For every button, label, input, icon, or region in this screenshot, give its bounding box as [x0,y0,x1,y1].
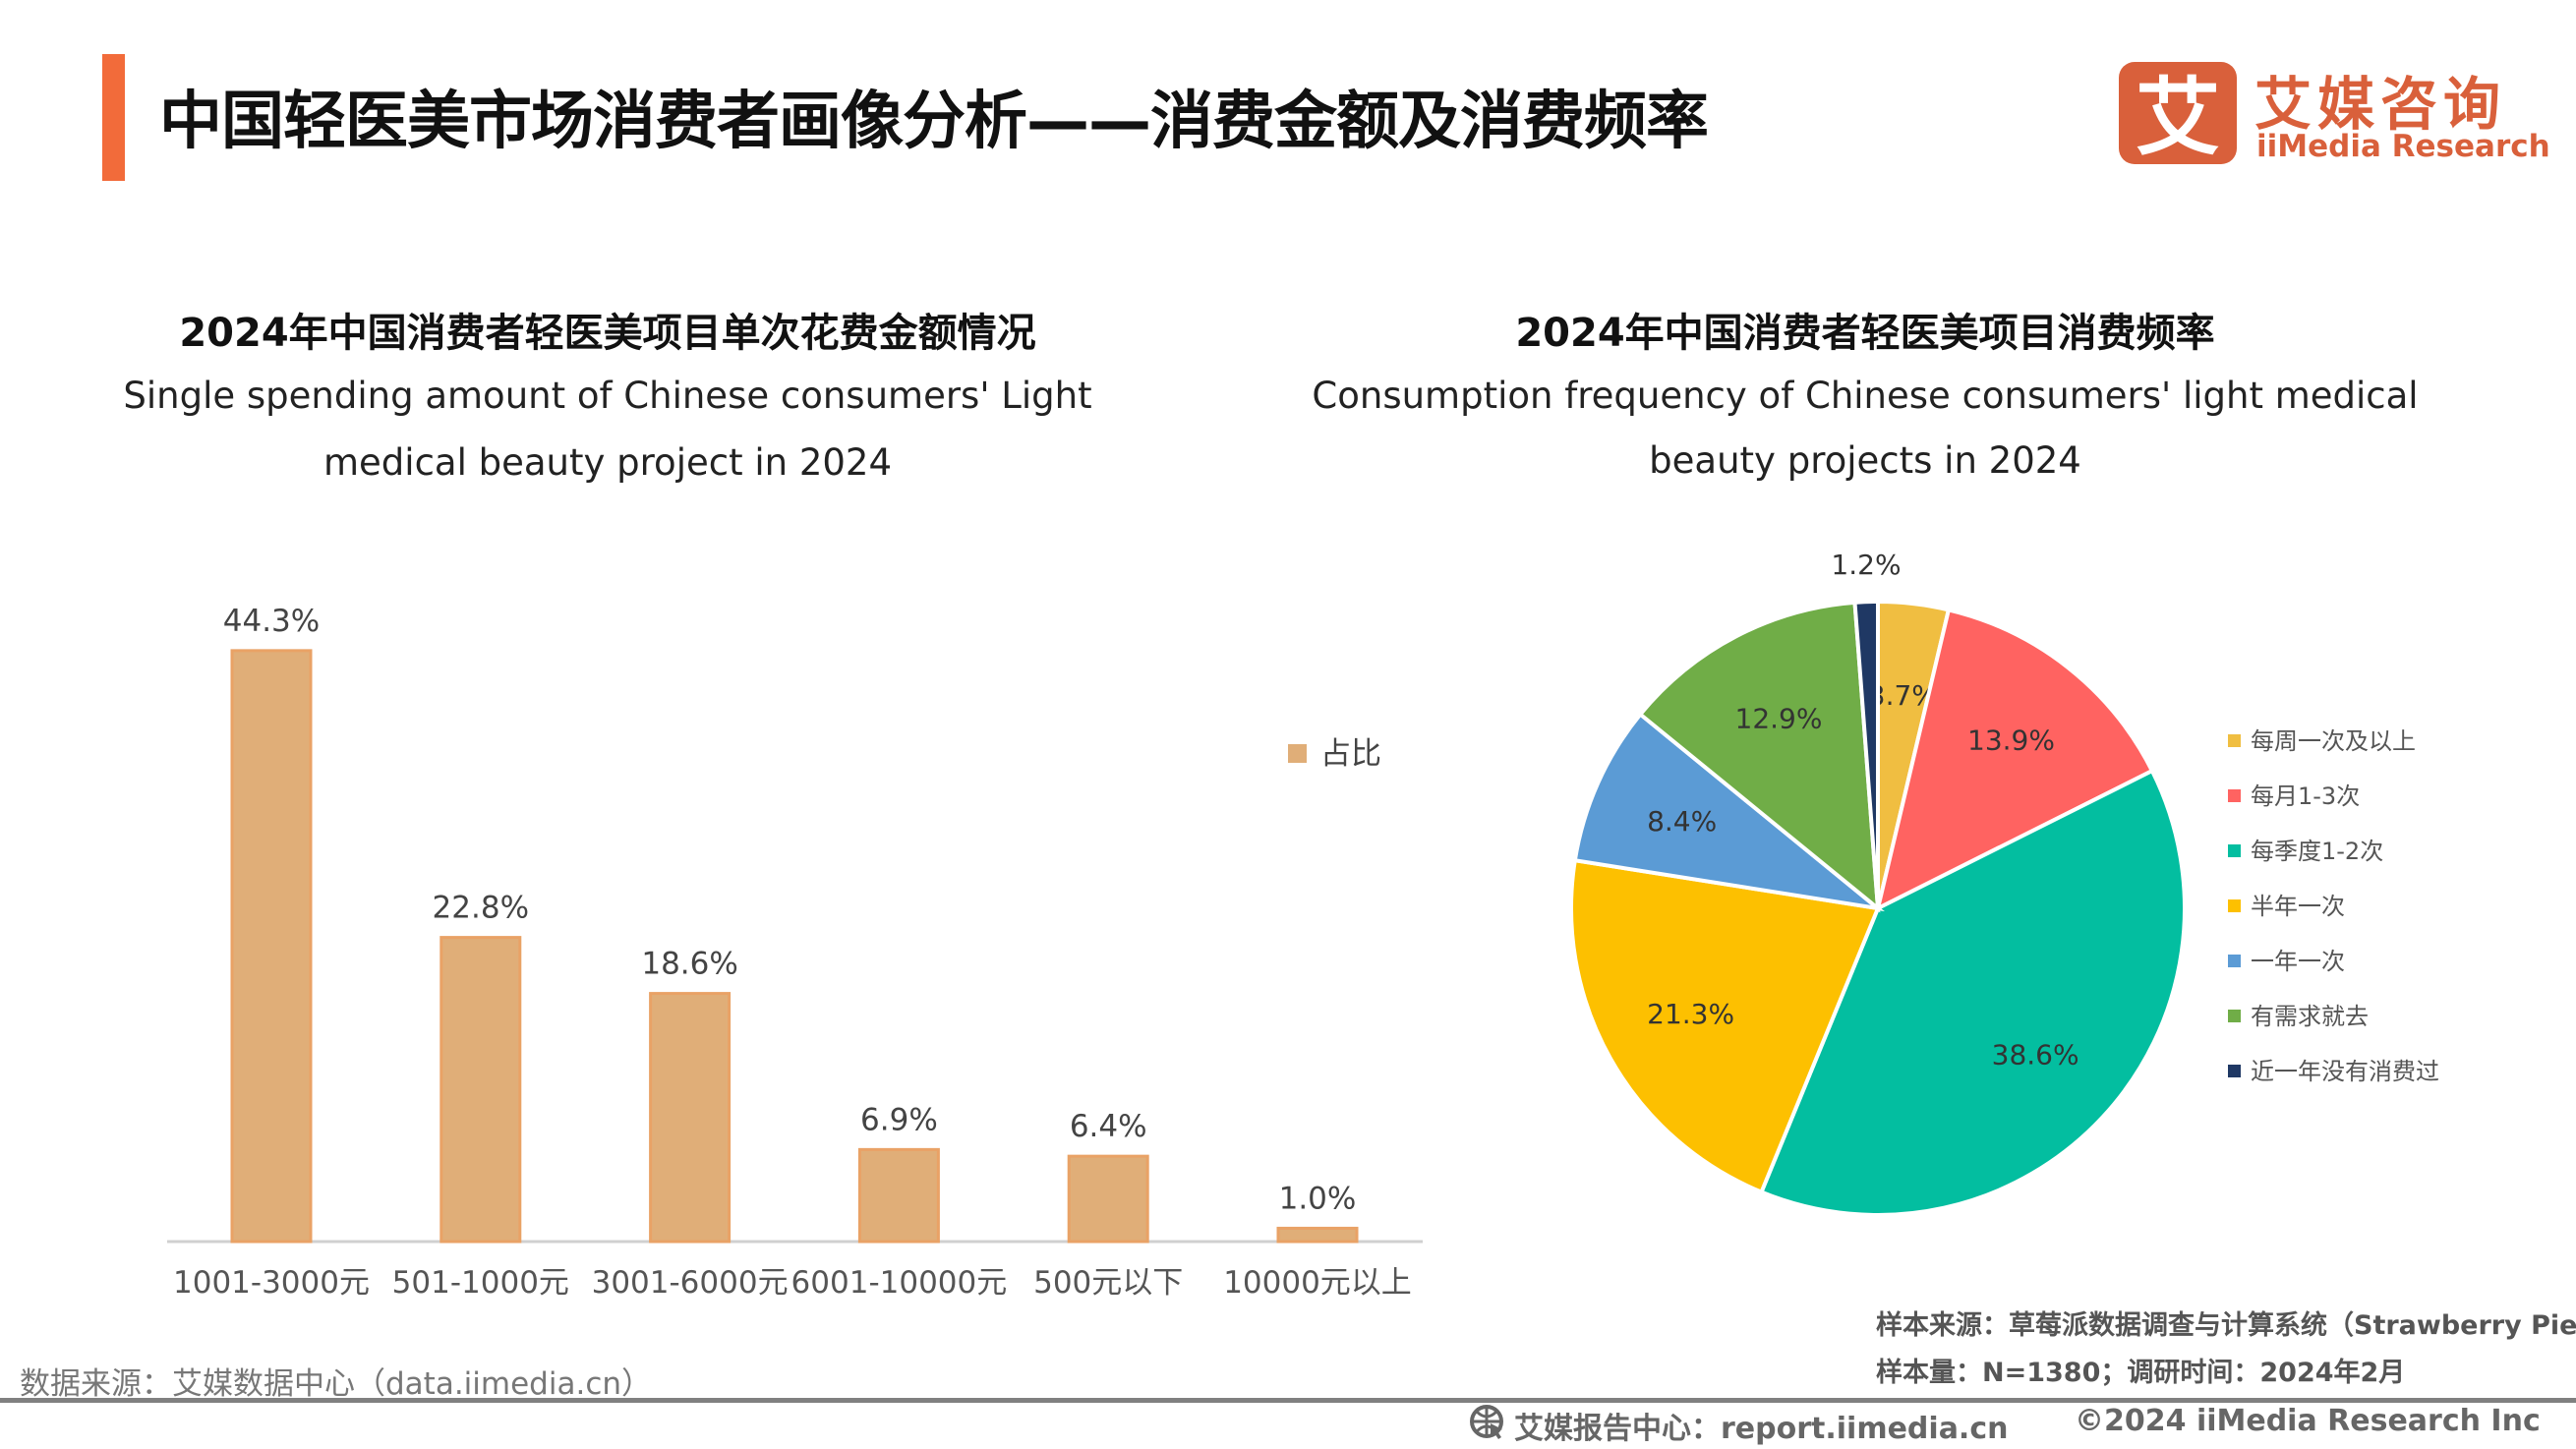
bar-2 [649,992,732,1244]
legend-label-2: 每季度1-2次 [2251,838,2383,865]
iimedia-logo: 艾 艾媒咨询 iiMedia Research [2119,62,2550,166]
bar-value-label-2: 18.6% [641,947,737,982]
pie-slice-2 [1758,768,2187,1217]
logo-cn-text: 艾媒咨询 [2254,71,2507,138]
bar-value-label-4: 6.4% [1070,1109,1147,1144]
bar-value-label-1: 22.8% [433,891,529,926]
pie-value-label-3: 21.3% [1647,998,1734,1030]
bar-chart-subtitle-line1: Single spending amount of Chinese consum… [123,375,1092,417]
x-tick-label-0: 1001-3000元 [173,1265,370,1301]
legend-swatch-0 [2228,734,2241,747]
legend-swatch-3 [2228,899,2241,912]
pie-value-label-6: 1.2% [1831,549,1901,581]
bar-0 [230,649,313,1244]
pie-value-label-1: 13.9% [1967,724,2055,757]
sample-size-note: 样本量：N=1380；调研时间：2024年2月 [1876,1358,2406,1388]
bar-chart-title: 2024年中国消费者轻医美项目单次花费金额情况 [179,311,1036,356]
data-source-note: 数据来源：艾媒数据中心（data.iimedia.cn） [20,1366,653,1402]
footer-divider [0,1398,2576,1403]
legend-label-bar: 占比 [1320,736,1381,772]
pie-value-label-2: 38.6% [1992,1039,2079,1072]
bar-5 [1276,1226,1359,1244]
bar-3 [857,1147,940,1244]
pie-value-label-5: 12.9% [1735,702,1823,734]
pie-slice-4 [1572,711,1885,912]
legend-label-1: 每月1-3次 [2251,782,2360,810]
pie-chart-subtitle-line2: beauty projects in 2024 [1649,439,2081,482]
bar-value-label-3: 6.9% [860,1102,938,1137]
legend-label-0: 每周一次及以上 [2251,727,2416,755]
x-tick-label-5: 10000元以上 [1223,1265,1412,1301]
logo-mark-icon: 艾 [2119,62,2237,166]
pie-slice-5 [1637,600,1881,913]
copyright: ©2024 iiMedia Research Inc [2075,1404,2541,1438]
sample-source-note: 样本来源：草莓派数据调查与计算系统（Strawberry Pie） [1876,1310,2576,1341]
legend-label-3: 半年一次 [2251,893,2345,920]
bar-4 [1067,1154,1149,1244]
bar-chart-subtitle-line2: medical beauty project in 2024 [323,441,892,484]
legend-swatch-bar [1288,744,1307,763]
logo-en-text: iiMedia Research [2256,129,2550,164]
pie-chart-subtitle-line1: Consumption frequency of Chinese consume… [1312,375,2419,417]
legend-swatch-1 [2228,789,2241,802]
legend-label-6: 近一年没有消费过 [2251,1058,2439,1085]
globe-cursor-icon [1469,1404,1506,1449]
page-title: 中国轻医美市场消费者画像分析——消费金额及消费频率 [159,86,1709,158]
x-tick-label-2: 3001-6000元 [592,1265,789,1301]
svg-text:艾: 艾 [2136,69,2220,166]
bar-value-label-5: 1.0% [1279,1181,1357,1216]
pie-slice-1 [1875,607,2155,912]
report-center-link[interactable]: 艾媒报告中心：report.iimedia.cn [1514,1412,2009,1446]
x-tick-label-4: 500元以下 [1033,1265,1183,1301]
bar-1 [439,936,522,1244]
x-tick-label-3: 6001-10000元 [791,1265,1008,1301]
legend-label-4: 一年一次 [2251,948,2345,975]
legend-swatch-5 [2228,1010,2241,1022]
pie-chart-title: 2024年中国消费者轻医美项目消费频率 [1515,311,2215,356]
pie-slice-3 [1569,857,1881,1195]
x-tick-label-1: 501-1000元 [392,1265,569,1301]
legend-label-5: 有需求就去 [2251,1003,2369,1030]
legend-swatch-4 [2228,955,2241,967]
legend-swatch-6 [2228,1065,2241,1077]
legend-swatch-2 [2228,844,2241,857]
pie-slice-6 [1852,599,1880,909]
bar-value-label-0: 44.3% [223,604,320,639]
pie-value-label-4: 8.4% [1647,805,1717,838]
title-accent-bar [102,54,125,181]
